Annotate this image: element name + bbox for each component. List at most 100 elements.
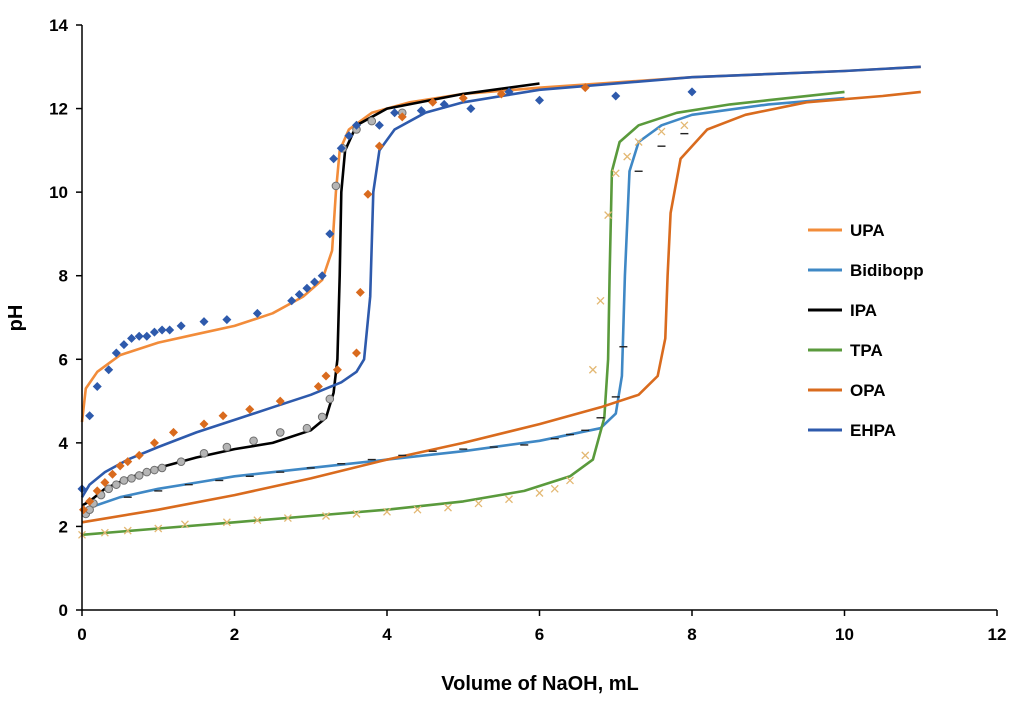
data-point	[397, 112, 407, 122]
data-point	[127, 474, 136, 483]
data-point	[611, 91, 621, 101]
series-points-ehpa	[77, 87, 697, 494]
legend-item-bidibopp: Bidibopp	[808, 261, 924, 280]
data-point	[100, 528, 109, 537]
data-point	[199, 419, 209, 429]
legend-item-opa: OPA	[808, 381, 886, 400]
data-point	[149, 327, 159, 337]
data-point	[466, 104, 476, 114]
data-point	[321, 371, 331, 381]
axes: 0 2 4 6 8 10 12 0 2 4 6 8 10 12 14	[49, 16, 1006, 644]
data-point	[92, 486, 102, 496]
data-point	[275, 428, 285, 437]
data-point	[496, 89, 506, 99]
data-point	[245, 404, 255, 414]
data-point	[123, 526, 132, 535]
data-point	[367, 116, 377, 126]
data-point	[687, 87, 697, 97]
data-point	[142, 467, 152, 477]
data-point	[550, 484, 559, 493]
data-point	[325, 229, 335, 239]
series-upa	[80, 65, 921, 423]
data-point	[119, 340, 129, 350]
data-point	[474, 499, 483, 508]
data-point	[294, 290, 304, 300]
x-tick-label: 4	[382, 625, 392, 644]
y-axis-title: pH	[5, 305, 27, 332]
data-point	[222, 315, 232, 325]
plot-area	[77, 65, 921, 539]
data-point	[416, 106, 426, 116]
data-point	[336, 143, 346, 153]
data-point	[142, 331, 152, 341]
data-point	[149, 438, 159, 448]
x-axis-title: Volume of NaOH, mL	[441, 673, 638, 695]
data-point	[444, 503, 452, 512]
y-tick-label: 12	[49, 100, 68, 119]
data-point	[344, 131, 354, 141]
data-point	[611, 169, 620, 178]
data-point	[588, 365, 597, 374]
x-tick-label: 12	[988, 625, 1007, 644]
legend-label: OPA	[850, 381, 886, 400]
legend-label: UPA	[850, 221, 885, 240]
data-point	[253, 516, 262, 525]
data-point	[581, 451, 590, 460]
data-point	[119, 476, 129, 485]
data-point	[413, 505, 422, 514]
data-point	[218, 411, 228, 421]
legend-item-tpa: TPA	[808, 341, 883, 360]
data-point	[428, 97, 438, 107]
x-tick-label: 2	[230, 625, 239, 644]
data-point	[383, 507, 391, 516]
data-point	[127, 333, 137, 343]
data-point	[104, 365, 114, 375]
data-point	[505, 495, 513, 504]
data-point	[310, 277, 320, 287]
data-point	[275, 396, 285, 406]
y-tick-label: 0	[59, 601, 68, 620]
data-point	[331, 181, 341, 191]
data-point	[150, 465, 159, 475]
series-line-upa	[80, 65, 921, 423]
data-point	[199, 449, 209, 458]
data-point	[566, 476, 574, 485]
y-tick-label: 14	[49, 16, 68, 35]
data-point	[329, 154, 339, 164]
x-tick-label: 10	[835, 625, 854, 644]
data-point	[355, 287, 365, 297]
data-point	[157, 463, 167, 473]
data-point	[504, 87, 514, 97]
data-point	[134, 331, 144, 341]
y-tick-label: 6	[59, 350, 68, 369]
data-point	[363, 189, 373, 199]
legend-label: Bidibopp	[850, 261, 924, 280]
series-points-ipa	[81, 108, 407, 519]
data-point	[222, 518, 231, 527]
data-point	[535, 489, 544, 497]
data-point	[85, 411, 95, 421]
data-point	[439, 99, 449, 109]
data-point	[352, 120, 361, 130]
data-point	[332, 365, 342, 375]
y-tick-label: 2	[59, 517, 68, 536]
data-point	[176, 321, 186, 331]
data-point	[352, 348, 361, 358]
data-point	[657, 127, 666, 136]
data-point	[92, 381, 102, 391]
legend-item-upa: UPA	[808, 221, 885, 240]
data-point	[165, 325, 175, 335]
data-point	[180, 520, 189, 529]
data-point	[317, 271, 327, 281]
data-point	[100, 478, 110, 488]
data-point	[322, 512, 330, 520]
data-point	[123, 457, 133, 467]
series-points-tpa	[78, 121, 689, 539]
data-point	[604, 211, 613, 220]
series-points-bidibopp	[123, 132, 689, 498]
data-point	[390, 108, 400, 118]
legend-label: EHPA	[850, 421, 896, 440]
